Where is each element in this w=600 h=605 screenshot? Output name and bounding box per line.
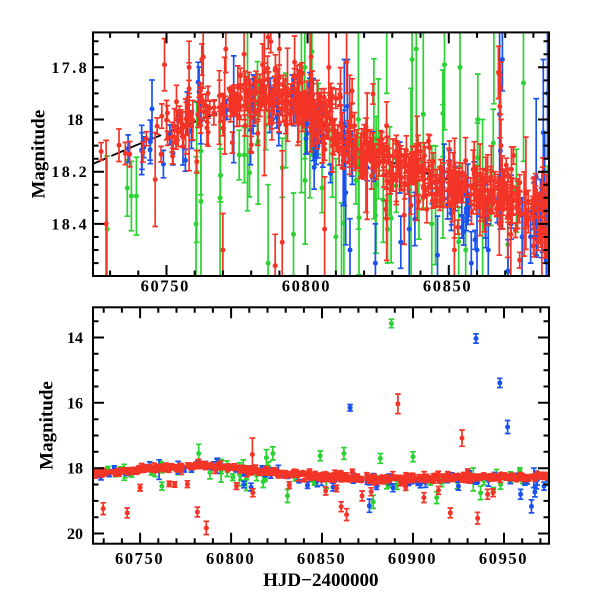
- svg-text:60850: 60850: [423, 277, 472, 296]
- svg-text:60900: 60900: [388, 549, 437, 568]
- svg-text:60950: 60950: [479, 549, 528, 568]
- svg-text:HJD−2400000: HJD−2400000: [263, 570, 378, 591]
- svg-text:Magnitude: Magnitude: [37, 381, 58, 470]
- svg-text:14: 14: [67, 330, 83, 347]
- svg-text:16: 16: [67, 395, 83, 412]
- svg-text:60750: 60750: [115, 549, 164, 568]
- svg-text:60800: 60800: [206, 549, 255, 568]
- svg-text:18: 18: [67, 112, 83, 129]
- svg-text:60850: 60850: [297, 549, 346, 568]
- svg-text:60750: 60750: [141, 277, 190, 296]
- svg-text:17.8: 17.8: [51, 60, 89, 77]
- svg-text:Magnitude: Magnitude: [29, 110, 50, 199]
- svg-text:20: 20: [67, 526, 83, 543]
- svg-text:18.2: 18.2: [51, 164, 89, 181]
- svg-text:60800: 60800: [282, 277, 331, 296]
- svg-text:18: 18: [67, 461, 83, 478]
- svg-text:18.4: 18.4: [51, 216, 89, 233]
